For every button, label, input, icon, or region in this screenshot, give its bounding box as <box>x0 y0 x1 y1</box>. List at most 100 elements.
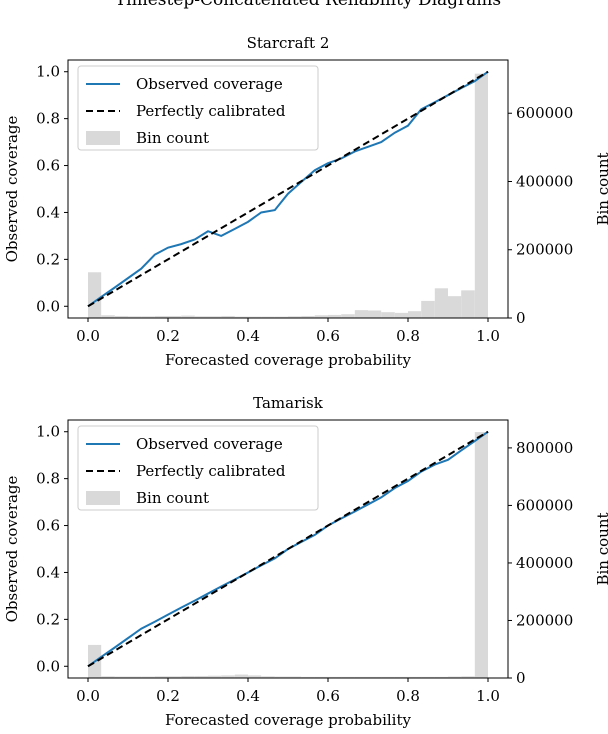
figure-title: Timestep-Concatenated Reliability Diagra… <box>115 0 501 10</box>
x-tick-label: 0.2 <box>156 687 180 705</box>
y2-tick-label: 0 <box>516 669 526 687</box>
y-tick-label: 1.0 <box>36 63 60 81</box>
hist-bar <box>394 676 408 678</box>
line <box>87 70 489 308</box>
y2-tick-label: 800000 <box>516 439 573 457</box>
y-tick-label: 0.8 <box>36 470 60 488</box>
line <box>87 430 489 668</box>
axes-frame <box>67 59 509 319</box>
hist-bar <box>194 675 208 678</box>
hist-bar <box>368 310 382 318</box>
hist-bar <box>354 310 368 318</box>
y-tick-label: 0.2 <box>36 250 60 268</box>
hist-bar <box>448 296 462 318</box>
y2-tick-label: 0 <box>516 309 526 327</box>
hist-bar <box>421 300 435 318</box>
x-tick-label: 1.0 <box>476 327 500 345</box>
hist-bar <box>234 674 248 678</box>
hist-bar <box>208 316 222 318</box>
x-tick-label: 0.6 <box>316 687 340 705</box>
x-tick-label: 0.8 <box>396 687 420 705</box>
y-tick-label: 0.2 <box>36 610 60 628</box>
legend-box <box>77 425 319 511</box>
x-tick-label: 0.8 <box>396 327 420 345</box>
x-tick-label: 0.2 <box>156 327 180 345</box>
hist-bar <box>368 676 382 678</box>
legend-label: Bin count <box>136 489 209 507</box>
hist-bar <box>181 675 195 678</box>
legend-box <box>77 65 319 151</box>
hist-bar <box>328 676 342 678</box>
legend-label: Observed coverage <box>136 75 283 93</box>
y2-axis-label: Bin count <box>594 512 608 585</box>
y-tick-label: 0.4 <box>36 203 60 221</box>
hist-bar <box>301 315 315 318</box>
hist-bar <box>408 676 422 678</box>
y2-tick-label: 400000 <box>516 554 573 572</box>
y2-tick-label: 600000 <box>516 104 573 122</box>
hist-bar <box>248 316 262 318</box>
hist-bar <box>381 676 395 678</box>
legend-label: Bin count <box>136 129 209 147</box>
y-tick-label: 0.6 <box>36 157 60 175</box>
y-tick-label: 0.8 <box>36 110 60 128</box>
axes-frame <box>67 419 509 679</box>
hist-bar <box>474 73 488 318</box>
hist-bar <box>394 312 408 318</box>
hist-bar <box>114 315 128 318</box>
hist-bar <box>354 676 368 678</box>
hist-bar <box>208 675 222 678</box>
hist-bar <box>194 316 208 318</box>
hist-bar <box>274 316 288 318</box>
y-axis-label: Observed coverage <box>3 116 21 263</box>
subplot: Tamarisk 0.0 0.2 0.4 0.6 0.8 1.0 0.0 0.2 0.4 0.6 0.… <box>3 394 608 729</box>
hist-bar <box>434 288 448 318</box>
hist-bar <box>421 676 435 678</box>
legend-swatch <box>86 131 120 145</box>
hist-bar <box>288 316 302 318</box>
hist-bar <box>168 315 182 318</box>
hist-bar <box>154 676 168 678</box>
x-tick-label: 0.4 <box>236 687 260 705</box>
hist-bar <box>301 676 315 678</box>
hist-bar <box>88 272 102 318</box>
legend-swatch <box>86 491 120 505</box>
hist-bar <box>314 315 328 318</box>
hist-bar <box>261 316 275 318</box>
hist-bar <box>341 314 355 318</box>
y-tick-label: 0.0 <box>36 657 60 675</box>
hist-bar <box>261 676 275 678</box>
y2-tick-label: 200000 <box>516 611 573 629</box>
y2-axis-label: Bin count <box>594 152 608 225</box>
hist-bar <box>248 675 262 678</box>
y-axis-label: Observed coverage <box>3 476 21 623</box>
hist-bar <box>154 315 168 318</box>
subplot-title: Starcraft 2 <box>247 34 330 52</box>
hist-bar <box>168 676 182 678</box>
y-tick-label: 1.0 <box>36 423 60 441</box>
x-tick-label: 1.0 <box>476 687 500 705</box>
hist-bar <box>288 676 302 678</box>
x-tick-label: 0.6 <box>316 327 340 345</box>
hist-bar <box>461 676 475 678</box>
hist-bar <box>128 676 142 678</box>
hist-bar <box>341 676 355 678</box>
legend-label: Observed coverage <box>136 435 283 453</box>
hist-bar <box>381 312 395 318</box>
hist-bar <box>181 315 195 318</box>
hist-bar <box>408 311 422 318</box>
hist-bar <box>128 316 142 318</box>
legend-label: Perfectly calibrated <box>136 102 286 120</box>
y-tick-label: 0.0 <box>36 297 60 315</box>
x-axis-label: Forecasted coverage probability <box>165 711 411 729</box>
hist-bar <box>434 676 448 678</box>
x-tick-label: 0.0 <box>76 327 100 345</box>
hist-bar <box>101 676 115 678</box>
hist-bar <box>328 314 342 318</box>
subplot: Starcraft 2 0.0 0.2 0.4 0.6 0.8 1.0 0.0 0.2 0.4 0.… <box>3 34 608 369</box>
hist-bar <box>101 315 115 318</box>
line <box>87 70 489 308</box>
hist-bar <box>474 432 488 678</box>
y-tick-label: 0.6 <box>36 517 60 535</box>
